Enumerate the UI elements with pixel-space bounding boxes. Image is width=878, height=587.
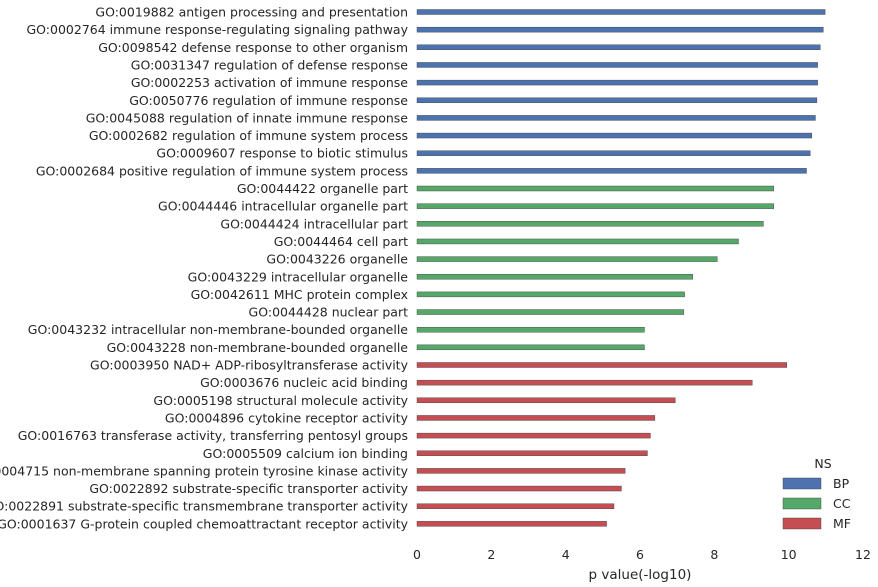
- bar: [416, 168, 807, 174]
- category-label: GO:0002684 positive regulation of immune…: [36, 163, 408, 178]
- category-label: GO:0044446 intracellular organelle part: [158, 199, 408, 214]
- bar: [416, 362, 788, 368]
- category-label: GO:0043229 intracellular organelle: [188, 269, 409, 284]
- legend-label: MF: [833, 516, 851, 531]
- x-axis-ticks: 0 2 4 6 8 10 12: [413, 547, 871, 562]
- x-tick-label: 6: [636, 547, 644, 562]
- bars-layer: [416, 9, 826, 527]
- category-label: GO:0031347 regulation of defense respons…: [131, 57, 409, 72]
- category-label: GO:0005198 structural molecule activity: [153, 393, 408, 408]
- category-label: GO:0043228 non-membrane-bounded organell…: [107, 340, 409, 355]
- bar: [416, 62, 818, 68]
- category-label: GO:0002253 activation of immune response: [131, 75, 408, 90]
- bar: [416, 132, 812, 139]
- category-label: GO:0098542 defense response to other org…: [98, 40, 408, 55]
- bar: [416, 485, 622, 492]
- category-label: GO:0004896 cytokine receptor activity: [165, 410, 409, 425]
- category-label: GO:0044424 intracellular part: [220, 216, 408, 231]
- bar: [416, 115, 816, 121]
- bar: [416, 26, 824, 33]
- bar: [416, 450, 648, 456]
- bar: [416, 185, 774, 192]
- bar: [416, 9, 826, 15]
- category-label: GO:0043226 organelle: [266, 252, 408, 267]
- legend-label: BP: [833, 476, 850, 491]
- bar: [416, 468, 626, 474]
- x-tick-label: 0: [413, 547, 421, 562]
- category-label: GO:0044464 cell part: [274, 234, 408, 249]
- x-tick-label: 10: [781, 547, 797, 562]
- category-label: GO:0019882 antigen processing and presen…: [95, 5, 408, 20]
- legend-label: CC: [833, 496, 851, 511]
- category-label: GO:0003676 nucleic acid binding: [200, 375, 408, 390]
- bar: [416, 44, 821, 50]
- category-labels: GO:0019882 antigen processing and presen…: [0, 5, 409, 532]
- bar: [416, 397, 676, 403]
- category-label: GO:0045088 regulation of innate immune r…: [86, 110, 409, 125]
- category-label: GO:0042611 MHC protein complex: [191, 287, 408, 302]
- bar: [416, 238, 739, 245]
- bar: [416, 521, 607, 527]
- x-tick-label: 8: [710, 547, 718, 562]
- category-label: GO:0050776 regulation of immune response: [129, 93, 408, 108]
- legend-entries: BP CC MF: [782, 476, 851, 531]
- category-label: GO:0009607 response to biotic stimulus: [156, 146, 408, 161]
- bar: [416, 309, 685, 315]
- legend-swatch: [782, 477, 822, 490]
- legend: NS BP CC MF: [782, 456, 851, 531]
- bar: [416, 203, 774, 209]
- bar: [416, 79, 818, 86]
- bar: [416, 221, 764, 227]
- bar: [416, 274, 693, 280]
- bar: [416, 150, 811, 156]
- category-label: GO:0004715 non-membrane spanning protein…: [0, 463, 409, 478]
- x-tick-label: 2: [487, 547, 495, 562]
- category-label: GO:0043232 intracellular non-membrane-bo…: [28, 322, 409, 337]
- category-label: GO:0002764 immune response-regulating si…: [26, 22, 408, 37]
- category-label: GO:0016763 transferase activity, transfe…: [18, 428, 408, 443]
- legend-swatch: [782, 517, 822, 530]
- category-label: GO:0001637 G-protein coupled chemoattrac…: [0, 516, 409, 531]
- bar: [416, 503, 615, 509]
- legend-swatch: [782, 497, 822, 510]
- x-tick-label: 12: [855, 547, 871, 562]
- category-label: GO:0022891 substrate-specific transmembr…: [0, 499, 409, 514]
- category-label: GO:0044422 organelle part: [237, 181, 408, 196]
- category-label: GO:0002682 regulation of immune system p…: [89, 128, 408, 143]
- legend-title: NS: [814, 456, 831, 471]
- category-label: GO:0003950 NAD+ ADP-ribosyltransferase a…: [90, 358, 409, 373]
- category-label: GO:0022892 substrate-specific transporte…: [89, 481, 408, 496]
- x-tick-label: 4: [562, 547, 570, 562]
- bar: [416, 256, 718, 262]
- bar: [416, 327, 645, 333]
- bar: [416, 432, 651, 439]
- bar: [416, 344, 645, 351]
- bar: [416, 97, 818, 103]
- bar: [416, 379, 753, 386]
- category-label: GO:0005509 calcium ion binding: [203, 446, 408, 461]
- bar: [416, 415, 656, 421]
- bar: [416, 291, 685, 298]
- category-label: GO:0044428 nuclear part: [249, 305, 409, 320]
- x-axis-title: p value(-log10): [589, 567, 692, 583]
